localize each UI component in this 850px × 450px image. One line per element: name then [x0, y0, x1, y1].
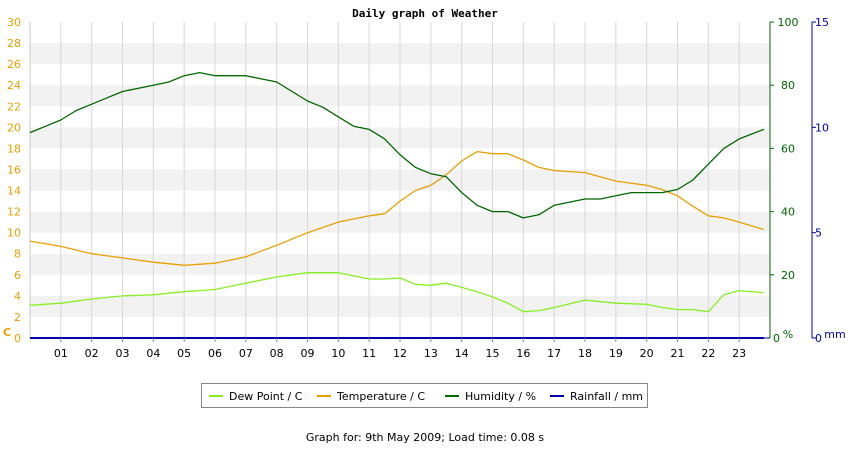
legend-item-rainfall: Rainfall / mm	[550, 390, 643, 404]
legend-label-humidity: Humidity / %	[465, 390, 537, 403]
series-line-humidity	[29, 71, 765, 219]
left-axis-unit: C	[3, 326, 11, 339]
left-tick-label: 20	[7, 121, 21, 134]
left-tick-label: 30	[7, 16, 21, 29]
legend-item-humidity: Humidity / %	[445, 390, 536, 404]
x-tick-label: 16	[516, 347, 530, 360]
humidity-tick-label: 0	[773, 332, 780, 345]
x-tick-label: 05	[177, 347, 191, 360]
left-tick-label: 0	[14, 332, 21, 345]
legend-label-rainfall: Rainfall / mm	[570, 390, 644, 403]
left-tick-label: 24	[7, 79, 21, 92]
x-tick-label: 10	[331, 347, 345, 360]
legend-label-dew-point: Dew Point / C	[229, 390, 303, 403]
x-tick-label: 07	[239, 347, 253, 360]
legend-swatch-temperature	[317, 395, 331, 397]
left-tick-label: 14	[7, 185, 21, 198]
x-tick-label: 02	[85, 347, 99, 360]
left-tick-label: 28	[7, 37, 21, 50]
legend-swatch-dew-point	[209, 395, 223, 397]
x-tick-label: 22	[701, 347, 715, 360]
x-tick-label: 08	[270, 347, 284, 360]
left-tick-label: 8	[14, 248, 21, 261]
x-tick-label: 17	[547, 347, 561, 360]
legend-swatch-humidity	[445, 395, 459, 397]
left-tick-label: 16	[7, 163, 21, 176]
x-tick-label: 13	[424, 347, 438, 360]
x-tick-label: 04	[146, 347, 160, 360]
legend-item-temperature: Temperature / C	[317, 390, 425, 404]
chart-title: Daily graph of Weather	[352, 7, 498, 20]
humidity-tick-label: 60	[781, 142, 795, 155]
left-tick-label: 12	[7, 206, 21, 219]
x-axis-ticks: 01 02 03 04 05 06 07 08 09 10 11 12 13 14 15 16 17 18 19 20…	[54, 338, 746, 360]
x-tick-label: 18	[578, 347, 592, 360]
rainfall-axis-unit: mm	[824, 328, 845, 341]
humidity-tick-label: 40	[781, 206, 795, 219]
x-tick-label: 01	[54, 347, 68, 360]
humidity-tick-label: 80	[781, 79, 795, 92]
series-line-dew	[29, 272, 764, 313]
humidity-tick-label: 100	[778, 16, 799, 29]
series-layer	[29, 71, 765, 339]
rainfall-axis-ticks: 0 5 10 15	[812, 16, 829, 345]
x-tick-label: 14	[455, 347, 469, 360]
series-line-temperature	[29, 150, 764, 266]
left-tick-label: 2	[14, 311, 21, 324]
left-tick-label: 22	[7, 100, 21, 113]
x-tick-label: 23	[732, 347, 746, 360]
legend-label-temperature: Temperature / C	[337, 390, 426, 403]
rainfall-tick-label: 15	[815, 16, 829, 29]
x-tick-label: 09	[301, 347, 315, 360]
legend-item-dew-point: Dew Point / C	[209, 390, 302, 404]
graph-footer: Graph for: 9th May 2009; Load time: 0.08…	[305, 431, 545, 444]
legend: Dew Point / C Temperature / C Humidity /…	[201, 383, 648, 408]
x-tick-label: 15	[486, 347, 500, 360]
humidity-axis-ticks: 0 20 40 60 80 100	[770, 16, 799, 345]
left-tick-label: 10	[7, 227, 21, 240]
left-tick-label: 26	[7, 58, 21, 71]
rainfall-tick-label: 0	[815, 332, 822, 345]
x-tick-label: 19	[609, 347, 623, 360]
legend-swatch-rainfall	[550, 395, 564, 397]
left-tick-label: 6	[14, 269, 21, 282]
rainfall-tick-label: 5	[815, 227, 822, 240]
left-tick-label: 4	[14, 290, 21, 303]
x-tick-label: 06	[208, 347, 222, 360]
x-tick-label: 11	[362, 347, 376, 360]
x-tick-label: 03	[116, 347, 130, 360]
left-tick-label: 18	[7, 142, 21, 155]
rainfall-tick-label: 10	[815, 121, 829, 134]
humidity-tick-label: 20	[781, 269, 795, 282]
x-tick-label: 20	[640, 347, 654, 360]
x-tick-label: 12	[393, 347, 407, 360]
x-tick-label: 21	[671, 347, 685, 360]
humidity-axis-unit: %	[783, 328, 793, 341]
